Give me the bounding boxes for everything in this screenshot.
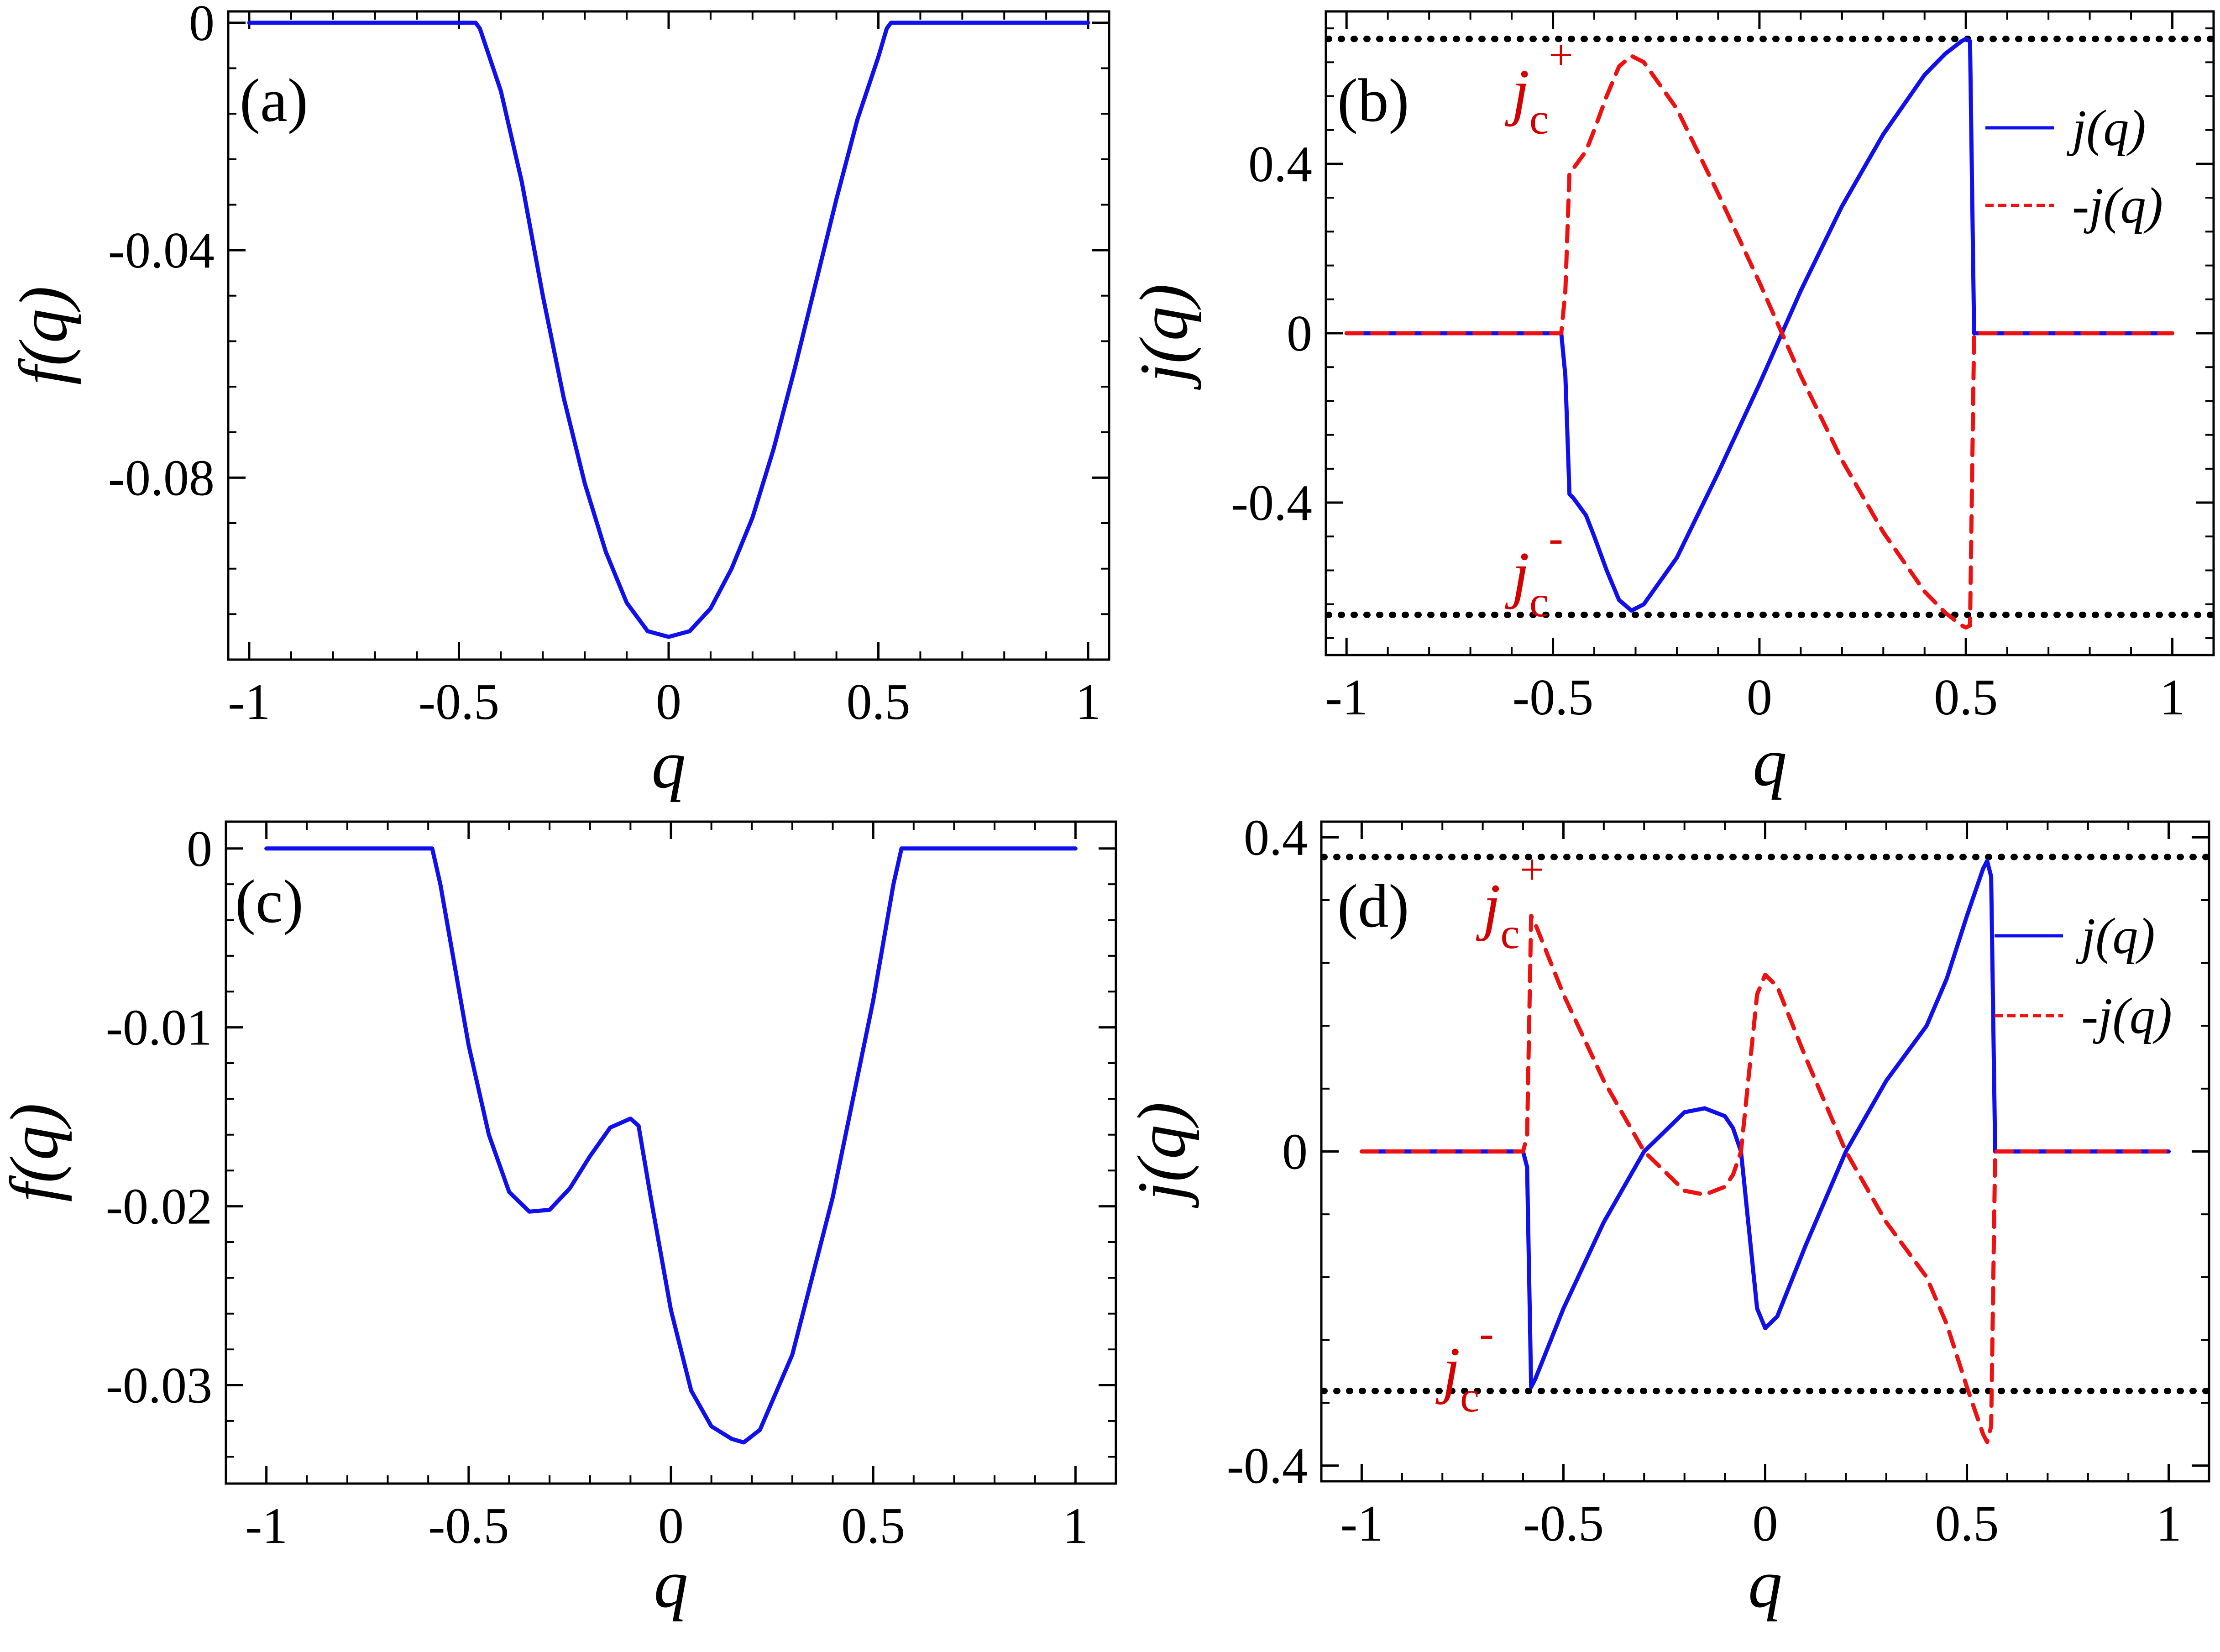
y-tick-label: -0.02 — [106, 1179, 212, 1235]
panel-label: (a) — [240, 67, 308, 135]
legend-label: j(q) — [2076, 908, 2155, 965]
y-tick-label: 0.4 — [1244, 809, 1308, 866]
panel-c: -1 -0.5 0 0.5 1 0 -0.01 -0.02 -0.03 q f(q) (c) — [0, 820, 1117, 1622]
x-axis-label: q — [652, 727, 686, 802]
jc-superscript: - — [1479, 1309, 1494, 1357]
x-tick-label: -0.5 — [1523, 1495, 1604, 1552]
panel-b: -1 -0.5 0 0.5 10.40-0.4qj(q)(b) jc+jc-j(q)-j(… — [1126, 10, 2220, 800]
x-tick-label: 0.5 — [847, 674, 911, 730]
series-line-j — [1359, 859, 2171, 1390]
y-tick-label: 0 — [189, 0, 215, 52]
x-tick-label: 0 — [1747, 669, 1772, 726]
y-tick-label: 0 — [1282, 1124, 1308, 1180]
x-tick-label: 0.5 — [1935, 1495, 1999, 1552]
panel-label: (b) — [1337, 67, 1409, 135]
x-tick-label: -0.5 — [428, 1498, 509, 1554]
jc-subscript: c — [1460, 1373, 1479, 1421]
y-tick-label: 0 — [187, 821, 212, 877]
panel-label: (c) — [235, 868, 304, 936]
x-tick-label: 0 — [1753, 1495, 1778, 1552]
x-tick-label: -1 — [245, 1498, 288, 1554]
legend-label: -j(q) — [2072, 178, 2163, 234]
x-tick-label: 1 — [2156, 1495, 2182, 1552]
x-tick-label: -0.5 — [419, 674, 499, 730]
x-tick-label: -1 — [1325, 669, 1368, 726]
y-axis-label: f(q) — [0, 1103, 72, 1202]
legend-label: j(q) — [2067, 100, 2146, 157]
y-tick-label: -0.03 — [106, 1357, 212, 1414]
y-axis-label: j(q) — [1124, 1102, 1199, 1209]
series-line-j — [247, 21, 1090, 639]
series-line-minus-j — [1344, 53, 2174, 630]
y-tick-label: -0.04 — [108, 222, 215, 279]
x-tick-label: 1 — [1075, 674, 1101, 730]
y-axis-label: f(q) — [5, 286, 81, 385]
y-tick-label: -0.08 — [108, 450, 215, 506]
x-tick-label: 0.5 — [1934, 669, 1998, 726]
x-axis-label: q — [1748, 1546, 1782, 1622]
y-tick-label: -0.4 — [1231, 475, 1312, 531]
y-axis-label: j(q) — [1126, 284, 1202, 391]
jc-superscript: - — [1549, 514, 1563, 562]
series-line-minus-j — [1359, 913, 2171, 1444]
panel-a: -1 -0.5 0 0.5 1 0 -0.04 -0.08 q f(q) (a) — [5, 0, 1110, 802]
jc-subscript: c — [1529, 577, 1549, 626]
x-tick-label: 1 — [1063, 1498, 1088, 1554]
jc-subscript: c — [1501, 909, 1520, 958]
x-tick-label: 0 — [656, 674, 681, 730]
critical-current-label: jc+ — [1505, 31, 1573, 143]
y-tick-label: 0.4 — [1248, 136, 1312, 193]
series-line-j — [264, 846, 1078, 1445]
x-tick-label: -1 — [228, 674, 270, 730]
legend-label: -j(q) — [2081, 988, 2172, 1044]
x-tick-label: 0 — [658, 1498, 684, 1554]
panel-label: (d) — [1337, 872, 1409, 940]
x-axis-label: q — [1753, 724, 1787, 800]
panel-d: -1 -0.5 0 0.5 10.40-0.4qj(q)(d) jc+jc-j(q)-j(… — [1124, 809, 2217, 1622]
x-tick-label: 1 — [2160, 669, 2185, 726]
y-tick-label: -0.4 — [1227, 1438, 1308, 1495]
x-tick-label: -1 — [1340, 1495, 1383, 1552]
y-tick-label: -0.01 — [106, 1000, 212, 1056]
jc-subscript: c — [1529, 95, 1549, 143]
x-axis-label: q — [654, 1546, 688, 1622]
x-tick-label: -0.5 — [1513, 669, 1593, 726]
jc-superscript: + — [1549, 31, 1573, 79]
y-tick-label: 0 — [1287, 305, 1312, 362]
series-line-j — [1344, 37, 2174, 613]
x-tick-label: 0.5 — [841, 1498, 905, 1554]
jc-superscript: + — [1520, 845, 1545, 894]
